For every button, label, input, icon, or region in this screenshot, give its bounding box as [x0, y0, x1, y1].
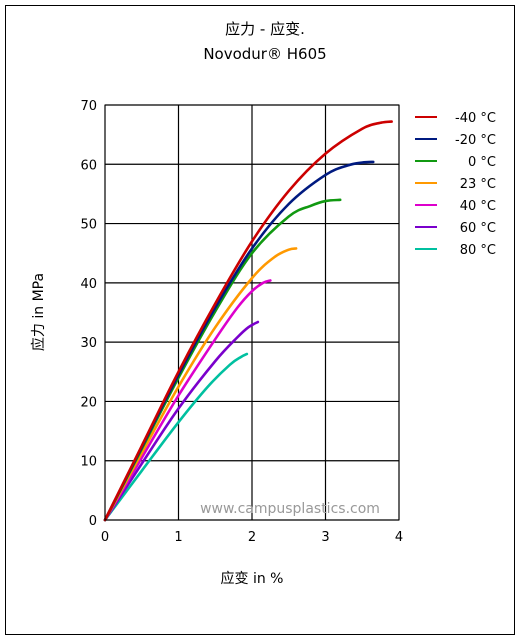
y-tick-label: 70 — [80, 99, 97, 114]
chart-frame — [5, 5, 515, 635]
y-tick-label: 50 — [80, 218, 97, 233]
x-tick-label: 0 — [101, 530, 109, 545]
series-line — [103, 120, 393, 522]
x-tick-label: 3 — [321, 530, 329, 545]
legend-label: 80 °C — [460, 243, 496, 258]
grid-lines — [104, 104, 400, 521]
y-tick-label: 40 — [80, 277, 97, 292]
legend-label: 60 °C — [460, 221, 496, 236]
x-tick-label: 4 — [395, 530, 403, 545]
x-tick-labels: 0 1 2 3 4 — [101, 530, 403, 545]
legend-label: 0 °C — [468, 155, 496, 170]
x-tick-label: 2 — [248, 530, 256, 545]
chart-subtitle: Novodur® H605 — [203, 45, 326, 63]
x-axis-label: 应变 in % — [221, 570, 284, 587]
legend: -40 °C -20 °C 0 °C 23 °C 40 °C 60 °C 80 °C — [415, 111, 496, 258]
legend-label: 23 °C — [460, 177, 496, 192]
y-tick-label: 30 — [80, 336, 97, 351]
series-line — [103, 352, 249, 522]
chart-title: 应力 - 应变. — [225, 20, 305, 38]
legend-label: -20 °C — [455, 133, 496, 148]
y-tick-label: 60 — [80, 158, 97, 173]
y-axis-label: 应力 in MPa — [30, 273, 47, 351]
watermark: www.campusplastics.com — [200, 501, 380, 517]
data-series — [103, 120, 393, 522]
y-tick-label: 10 — [80, 455, 97, 470]
series-line — [103, 247, 298, 522]
y-tick-labels: 0 10 20 30 40 50 60 70 — [80, 99, 97, 529]
series-line — [103, 320, 260, 522]
y-tick-label: 0 — [89, 514, 97, 529]
plot-border — [104, 104, 400, 521]
x-tick-label: 1 — [174, 530, 182, 545]
y-tick-label: 20 — [80, 395, 97, 410]
series-line — [103, 279, 272, 522]
legend-label: -40 °C — [455, 111, 496, 126]
legend-label: 40 °C — [460, 199, 496, 214]
